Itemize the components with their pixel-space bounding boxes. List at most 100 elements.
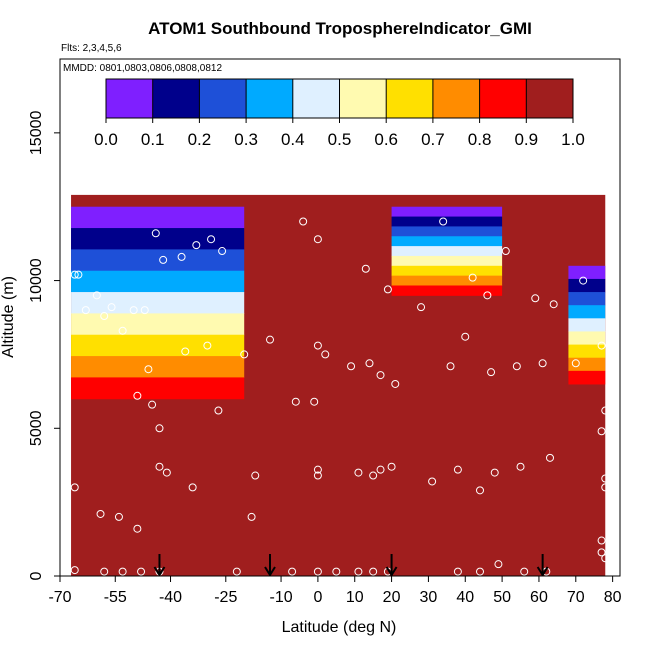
- sample-point: [494, 560, 503, 569]
- x-tick-label: -10: [269, 589, 292, 606]
- sample-point: [571, 359, 580, 368]
- sample-point: [313, 235, 322, 244]
- sample-point: [601, 406, 610, 415]
- x-tick-label: -55: [104, 589, 127, 606]
- arrow-marker: [385, 554, 398, 576]
- sample-point: [140, 306, 149, 315]
- sample-point: [266, 335, 274, 344]
- colorbar-tick-label: 0.8: [468, 130, 492, 149]
- y-axis: 0 5000 10000 15000: [28, 111, 60, 580]
- sample-point: [118, 326, 127, 335]
- sample-point: [428, 477, 437, 486]
- arrow-marker: [153, 554, 166, 576]
- x-tick-label: 30: [420, 589, 438, 606]
- sample-point: [177, 252, 186, 261]
- sample-point: [214, 406, 223, 415]
- plot-frame: [59, 58, 621, 577]
- sample-point: [365, 359, 374, 368]
- y-tick-label: 0: [28, 571, 45, 580]
- region-band: [71, 249, 245, 272]
- sample-point: [461, 332, 470, 341]
- colorbar-tick-label: 0.6: [374, 130, 398, 149]
- region-band: [568, 357, 606, 372]
- y-tick-label: 15000: [28, 111, 45, 156]
- low-value-region-northern-upper-edge: [568, 265, 606, 385]
- sample-point: [207, 235, 216, 244]
- region-band: [568, 278, 606, 293]
- sample-point: [114, 512, 123, 521]
- sample-point: [313, 567, 322, 576]
- sample-point: [597, 548, 606, 557]
- sample-point: [439, 217, 448, 226]
- colorbar-tick-label: 0.5: [328, 130, 352, 149]
- x-tick-label: -40: [159, 589, 182, 606]
- colorbar-swatch: [152, 79, 200, 118]
- sample-point: [310, 397, 319, 406]
- sample-point: [81, 306, 90, 315]
- sample-point: [597, 536, 606, 545]
- region-band: [391, 236, 503, 247]
- region-band: [568, 305, 606, 319]
- x-tick-label: 80: [604, 589, 622, 606]
- region-band: [568, 344, 606, 359]
- sample-point: [453, 465, 462, 474]
- region-band: [391, 246, 503, 257]
- sample-point: [387, 462, 396, 471]
- colorbar-swatch: [106, 79, 154, 118]
- x-tick-label: 40: [456, 589, 474, 606]
- colorbar-swatch: [479, 79, 527, 118]
- sample-point: [299, 217, 308, 226]
- region-band: [71, 377, 245, 400]
- colorbar-tick-label: 0.0: [94, 130, 118, 149]
- sample-point: [376, 371, 385, 380]
- low-value-region-southern-tropopause-fold: [71, 206, 245, 400]
- sample-point: [181, 347, 190, 356]
- region-band: [568, 318, 606, 332]
- sample-point: [151, 229, 160, 238]
- region-band: [568, 370, 606, 385]
- sample-point: [188, 483, 197, 492]
- sample-point: [313, 465, 322, 474]
- y-tick-label: 10000: [28, 258, 45, 303]
- sample-point: [516, 462, 525, 471]
- region-band: [71, 292, 245, 314]
- region-band: [391, 206, 503, 218]
- sample-point: [347, 362, 356, 371]
- sample-point: [354, 567, 363, 576]
- region-band: [71, 313, 245, 336]
- colorbar-swatch: [339, 79, 387, 118]
- sample-point: [321, 350, 330, 359]
- sample-point: [96, 509, 105, 518]
- sample-point: [376, 465, 385, 474]
- sample-point: [597, 427, 606, 436]
- sample-point: [483, 291, 492, 300]
- dates-note: MMDD: 0801,0803,0806,0808,0812: [63, 63, 222, 74]
- region-band: [71, 356, 245, 378]
- sample-point: [468, 273, 477, 282]
- region-band: [568, 292, 606, 306]
- y-tick-label: 5000: [28, 410, 45, 446]
- sample-point: [203, 341, 212, 350]
- sample-point: [354, 468, 363, 477]
- plot-area: [70, 194, 610, 576]
- sample-point: [313, 341, 322, 350]
- x-tick-label: 60: [530, 589, 548, 606]
- sample-point: [597, 341, 606, 350]
- sample-point: [100, 312, 109, 321]
- sample-point: [369, 567, 378, 576]
- y-axis-label: Altitude (m): [0, 276, 17, 358]
- region-band: [568, 265, 606, 280]
- sample-point: [148, 400, 157, 409]
- sample-point: [144, 365, 153, 374]
- sample-point: [601, 483, 610, 492]
- x-tick-label: -25: [214, 589, 237, 606]
- sample-point: [601, 554, 610, 563]
- colorbar-swatch: [246, 79, 294, 118]
- sample-point: [490, 468, 499, 477]
- sample-point: [240, 350, 249, 359]
- x-tick-label: 20: [383, 589, 401, 606]
- region-band: [568, 331, 606, 346]
- region-band: [391, 265, 503, 277]
- sample-point: [70, 566, 79, 575]
